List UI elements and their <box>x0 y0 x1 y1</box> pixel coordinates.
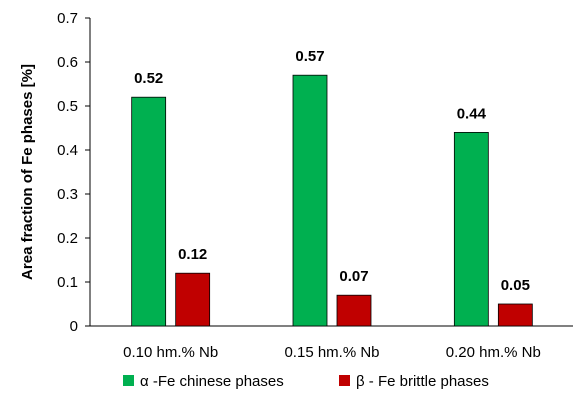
bar-beta <box>497 303 533 327</box>
x-tick-label: 0.10 hm.% Nb <box>123 344 218 361</box>
bar-alpha <box>292 74 328 327</box>
data-label: 0.44 <box>457 105 487 122</box>
legend-label-beta: β - Fe brittle phases <box>356 373 489 390</box>
legend-swatch-beta <box>339 375 350 386</box>
x-tick-label: 0.15 hm.% Nb <box>284 344 379 361</box>
data-label: 0.52 <box>134 70 163 87</box>
bar-beta <box>175 272 211 327</box>
data-label: 0.05 <box>501 277 530 294</box>
y-tick-label: 0.5 <box>57 98 78 115</box>
y-tick-label: 0 <box>70 318 78 335</box>
y-axis-title: Area fraction of Fe phases [%] <box>19 64 36 280</box>
data-label: 0.12 <box>178 246 207 263</box>
bar-beta <box>336 294 372 327</box>
plot-area: 00.10.20.30.40.50.60.7 0.520.120.570.070… <box>57 10 573 361</box>
y-tick-label: 0.7 <box>57 10 78 27</box>
data-label: 0.07 <box>339 268 368 285</box>
legend-swatch-alpha <box>123 375 134 386</box>
data-labels: 0.52 0.12 0.57 0.07 0.44 0.05 <box>134 48 530 294</box>
x-tick-label: 0.20 hm.% Nb <box>446 344 541 361</box>
legend: α -Fe chinese phases β - Fe brittle phas… <box>123 373 489 390</box>
bars <box>131 74 533 327</box>
y-tick-label: 0.2 <box>57 230 78 247</box>
y-ticks: 0 0.1 0.2 0.3 0.4 0.5 0.6 0.7 <box>57 10 90 335</box>
bar-alpha <box>131 96 167 327</box>
legend-label-alpha: α -Fe chinese phases <box>140 373 284 390</box>
y-tick-label: 0.3 <box>57 186 78 203</box>
y-tick-label: 0.1 <box>57 274 78 291</box>
y-tick-label: 0.6 <box>57 54 78 71</box>
y-tick-label: 0.4 <box>57 142 78 159</box>
x-tick-labels: 0.10 hm.% Nb 0.15 hm.% Nb 0.20 hm.% Nb <box>123 344 541 361</box>
data-label: 0.57 <box>295 48 324 65</box>
bar-alpha <box>453 131 489 327</box>
